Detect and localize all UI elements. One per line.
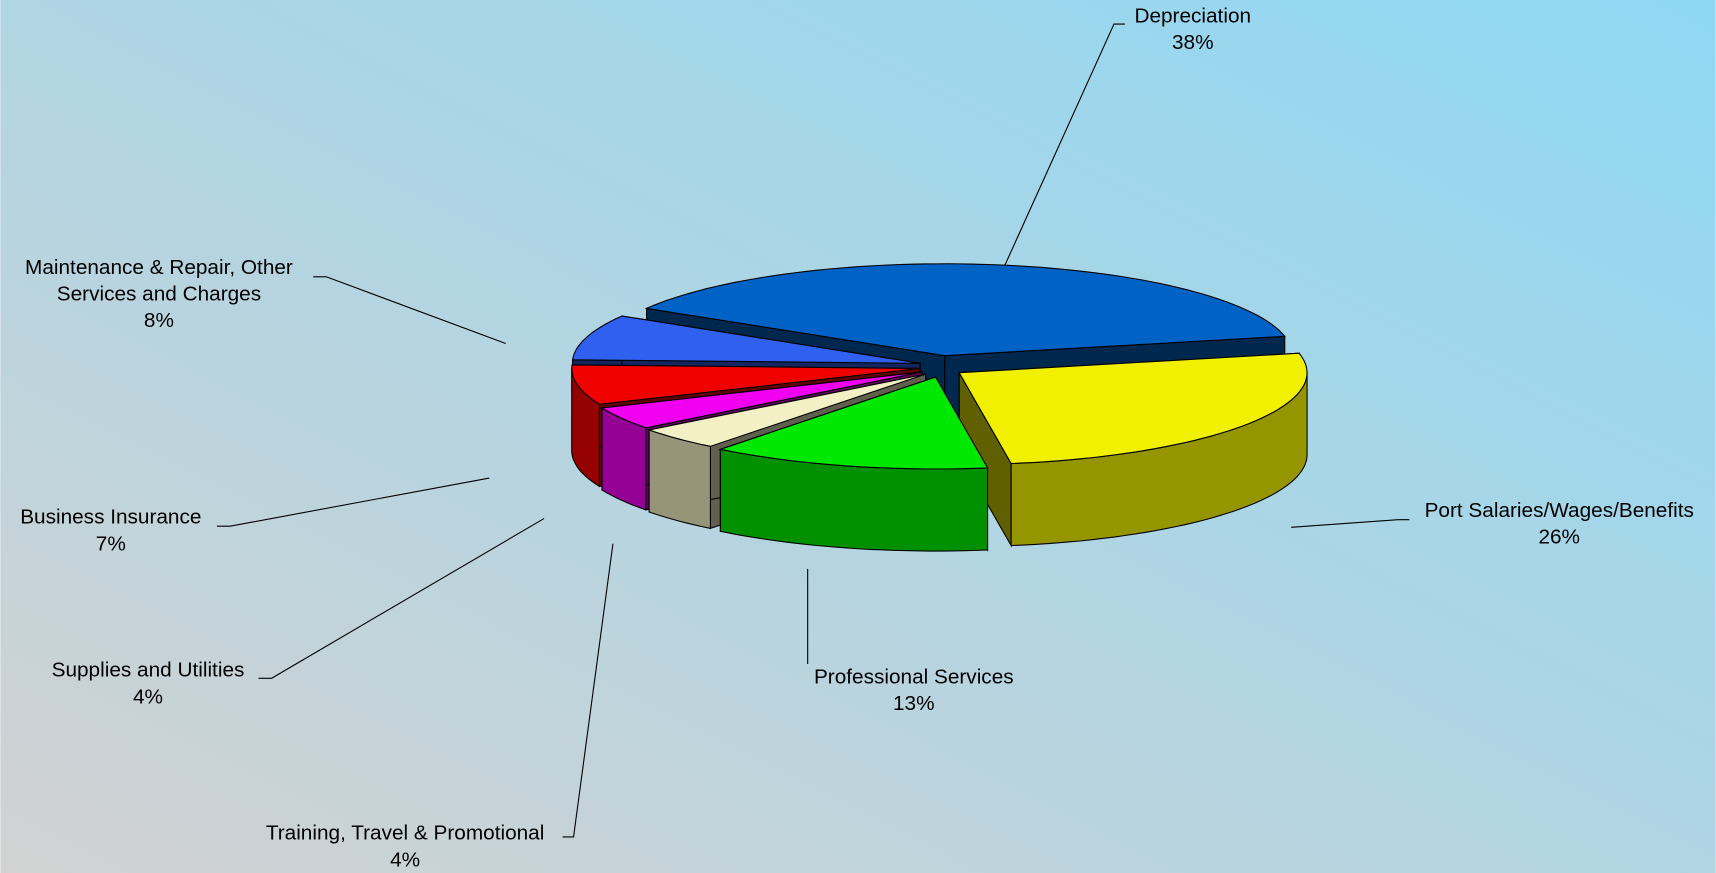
labels: Depreciation 38% Port Salaries/Wages/Benef…	[20, 5, 1694, 871]
slice-label: Professional Services	[814, 666, 1014, 689]
slice-value-label: 4%	[133, 685, 163, 708]
leader-line	[313, 276, 506, 345]
slice-top	[647, 373, 926, 447]
slice-top	[718, 376, 989, 470]
slice-value-label: 4%	[390, 848, 420, 871]
slice-value-label: 38%	[1172, 31, 1214, 54]
slice-top	[571, 315, 921, 364]
slice-value-label: 13%	[893, 692, 935, 715]
leader-line	[1004, 23, 1125, 267]
slice-top	[571, 364, 920, 405]
leader-line	[216, 477, 490, 527]
slice	[718, 375, 989, 553]
pie	[571, 263, 1308, 553]
slice	[958, 352, 1308, 548]
leader-line	[258, 518, 545, 679]
slice-value-label: 8%	[144, 309, 174, 332]
leader-line	[562, 543, 614, 838]
slice-value-label: 7%	[96, 532, 126, 555]
slice-top	[600, 371, 923, 429]
slice-value-label: 26%	[1538, 526, 1580, 549]
slice-top	[958, 352, 1308, 465]
slice-label: Depreciation	[1134, 5, 1251, 28]
slice-label: Maintenance & Repair, Other Services and …	[25, 257, 293, 306]
slice-top	[644, 263, 1286, 357]
slice-label: Training, Travel & Promotional	[266, 822, 545, 845]
slice-label: Port Salaries/Wages/Benefits	[1425, 499, 1694, 522]
leader-line	[1291, 519, 1410, 528]
slice-label: Business Insurance	[20, 506, 201, 529]
slice-label: Supplies and Utilities	[52, 659, 245, 682]
